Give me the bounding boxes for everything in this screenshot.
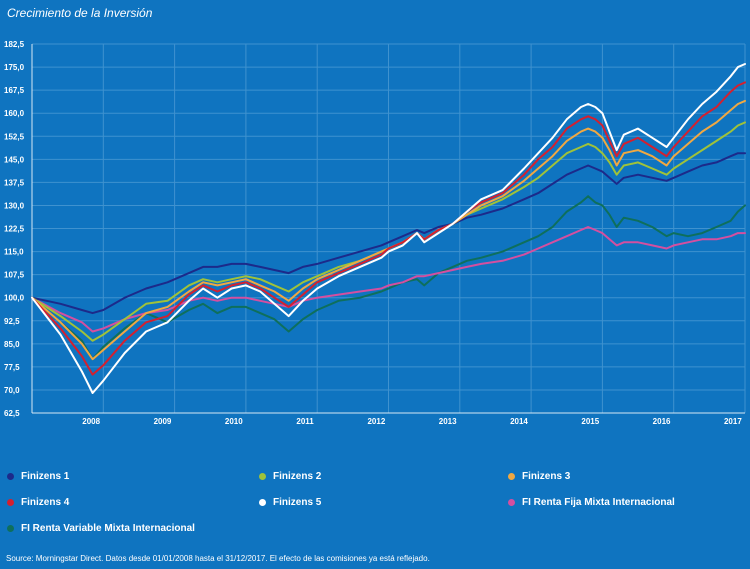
y-tick-label: 167,5: [4, 86, 25, 95]
legend-label: Finizens 2: [273, 471, 322, 482]
legend-label: Finizens 4: [21, 497, 70, 508]
legend-marker-icon: [259, 473, 266, 480]
x-tick-label: 2013: [439, 417, 457, 426]
legend-item-renta-fija-mixta: FI Renta Fija Mixta Internacional: [508, 497, 675, 508]
legend-label: FI Renta Fija Mixta Internacional: [522, 497, 675, 508]
legend-marker-icon: [259, 499, 266, 506]
source-note: Source: Morningstar Direct. Datos desde …: [6, 554, 430, 563]
legend-label: Finizens 3: [522, 471, 571, 482]
y-tick-label: 107,5: [4, 271, 25, 280]
y-tick-label: 175,0: [4, 63, 25, 72]
y-tick-label: 100,0: [4, 294, 25, 303]
y-tick-label: 70,0: [4, 386, 20, 395]
series-line-finizens-1: [31, 152, 746, 315]
y-tick-label: 160,0: [4, 109, 25, 118]
y-tick-label: 62,5: [4, 409, 20, 418]
legend-marker-icon: [508, 473, 515, 480]
legend-item-finizens-2: Finizens 2: [259, 471, 321, 482]
x-tick-label: 2011: [296, 417, 314, 426]
legend-label: Finizens 1: [21, 471, 70, 482]
legend-label: Finizens 5: [273, 497, 322, 508]
y-tick-label: 85,0: [4, 340, 20, 349]
x-tick-label: 2014: [510, 417, 528, 426]
x-tick-label: 2008: [82, 417, 100, 426]
y-tick-label: 130,0: [4, 201, 25, 210]
x-tick-label: 2012: [367, 417, 385, 426]
y-tick-label: 145,0: [4, 155, 25, 164]
chart-title: Crecimiento de la Inversión: [7, 6, 153, 20]
legend-marker-icon: [7, 525, 14, 532]
y-tick-label: 152,5: [4, 132, 25, 141]
x-tick-label: 2017: [724, 417, 742, 426]
series-line-fi-renta-fija-mixta-internacional: [31, 226, 746, 333]
legend-marker-icon: [508, 499, 515, 506]
legend-label: FI Renta Variable Mixta Internacional: [21, 523, 195, 534]
legend-marker-icon: [7, 473, 14, 480]
line-chart: 62,5 70,0 77,5 85,0 92,5 100,0 107,5 115,0 122,5…: [4, 40, 746, 426]
y-tick-label: 77,5: [4, 363, 20, 372]
x-tick-label: 2015: [581, 417, 599, 426]
legend-item-finizens-4: Finizens 4: [7, 497, 69, 508]
legend-item-finizens-1: Finizens 1: [7, 471, 69, 482]
y-tick-label: 182,5: [4, 40, 25, 49]
x-tick-label: 2010: [225, 417, 243, 426]
legend-item-finizens-3: Finizens 3: [508, 471, 570, 482]
x-tick-label: 2009: [154, 417, 172, 426]
y-tick-label: 115,0: [4, 248, 24, 257]
legend-marker-icon: [7, 499, 14, 506]
y-tick-label: 137,5: [4, 178, 25, 187]
series-line-finizens-5: [31, 63, 746, 394]
y-tick-label: 92,5: [4, 317, 20, 326]
series-line-finizens-4: [31, 81, 746, 376]
legend-item-renta-variable-mixta: FI Renta Variable Mixta Internacional: [7, 523, 195, 534]
legend-item-finizens-5: Finizens 5: [259, 497, 321, 508]
x-tick-label: 2016: [653, 417, 671, 426]
y-tick-label: 122,5: [4, 225, 25, 234]
